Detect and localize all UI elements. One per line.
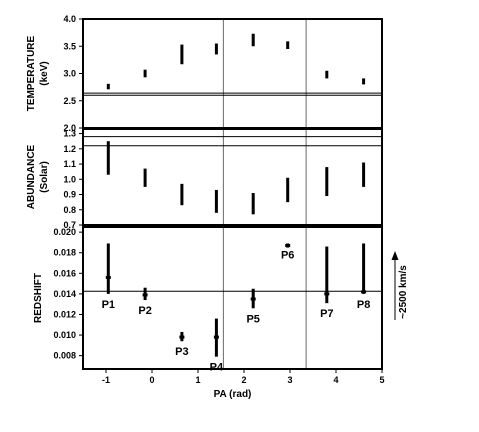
temperature-ylabel-unit: (keV) — [39, 61, 50, 85]
redshift-ytick-label: 0.010 — [53, 330, 76, 340]
velocity-annotation-text: ~2500 km/s — [398, 265, 409, 319]
abundance-ylabel: ABUNDANCE — [26, 144, 37, 209]
point-label-p5: P5 — [246, 313, 259, 325]
temperature-ytick-label: 2.5 — [63, 96, 76, 106]
velocity-arrow-head — [391, 251, 399, 260]
point-label-p7: P7 — [320, 308, 333, 320]
temperature-ytick-label: 4.0 — [63, 14, 76, 24]
redshift-point-5: P5 — [246, 288, 260, 325]
redshift-value-mark — [213, 335, 219, 339]
point-label-p1: P1 — [102, 299, 115, 311]
x-tick-label: 0 — [149, 375, 154, 385]
point-label-p6: P6 — [281, 250, 294, 262]
redshift-point-2: P2 — [138, 287, 152, 317]
redshift-ytick-label: 0.014 — [53, 289, 76, 299]
redshift-ytick-label: 0.018 — [53, 248, 76, 258]
redshift-value-mark — [361, 290, 367, 294]
redshift-panel: 0.008 0.010 0.012 0.014 0.016 0.018 0.020 REDSH… — [33, 226, 383, 374]
abundance-ytick-label: 1.3 — [63, 129, 76, 139]
redshift-ytick-label: 0.016 — [53, 268, 76, 278]
temperature-panel: 2.0 2.5 3.0 3.5 4.0 TEMPERATURE (keV) — [26, 14, 383, 133]
temperature-frame — [82, 18, 383, 129]
abundance-ytick-label: 1.0 — [63, 174, 76, 184]
temperature-ytick-label: 2.0 — [63, 123, 76, 133]
redshift-point-4: P4 — [210, 318, 224, 374]
redshift-value-mark — [179, 335, 185, 339]
x-tick-label: 4 — [333, 375, 338, 385]
abundance-frame — [82, 128, 383, 226]
redshift-ytick-label: 0.008 — [53, 351, 76, 361]
redshift-ylabel: REDSHIFT — [33, 273, 44, 323]
redshift-point-3: P3 — [175, 331, 189, 358]
redshift-value-mark — [142, 293, 148, 297]
abundance-ytick-label: 0.8 — [63, 205, 76, 215]
point-label-p2: P2 — [138, 305, 151, 317]
point-label-p4: P4 — [210, 362, 224, 374]
abundance-ylabel-unit: (Solar) — [39, 161, 50, 193]
redshift-ytick-label: 0.020 — [53, 227, 76, 237]
abundance-ytick-label: 1.2 — [63, 144, 76, 154]
redshift-frame — [82, 226, 383, 370]
x-tick-label: 3 — [287, 375, 292, 385]
temperature-ytick-label: 3.5 — [63, 41, 76, 51]
redshift-ytick-label: 0.012 — [53, 309, 76, 319]
redshift-point-6: P6 — [281, 243, 294, 262]
redshift-value-mark — [324, 292, 330, 296]
redshift-value-mark — [105, 275, 111, 279]
x-axis: -1 0 1 2 3 4 5 PA (rad) — [102, 369, 385, 400]
redshift-value-mark — [285, 244, 291, 248]
redshift-point-1: P1 — [102, 243, 115, 311]
point-label-p3: P3 — [175, 346, 188, 358]
abundance-ytick-label: 1.1 — [63, 159, 76, 169]
velocity-annotation: ~2500 km/s — [391, 251, 409, 320]
redshift-point-7: P7 — [320, 246, 334, 320]
temperature-ytick-label: 3.0 — [63, 69, 76, 79]
temperature-ylabel: TEMPERATURE — [26, 35, 37, 111]
redshift-value-mark — [250, 297, 256, 301]
x-tick-label: 1 — [195, 375, 200, 385]
redshift-point-8: P8 — [357, 243, 370, 311]
point-label-p8: P8 — [357, 299, 370, 311]
abundance-ytick-label: 0.7 — [63, 220, 76, 230]
x-tick-label: 5 — [379, 375, 384, 385]
x-tick-label: 2 — [241, 375, 246, 385]
abundance-panel: 0.7 0.8 0.9 1.0 1.1 1.2 1.3 ABUNDANCE (Solar) — [26, 128, 383, 230]
x-axis-label: PA (rad) — [214, 389, 252, 400]
panels-layer: 2.0 2.5 3.0 3.5 4.0 TEMPERATURE (keV) 0.7 0.8 0.9… — [26, 14, 383, 374]
x-tick-label: -1 — [102, 375, 110, 385]
abundance-ytick-label: 0.9 — [63, 190, 76, 200]
